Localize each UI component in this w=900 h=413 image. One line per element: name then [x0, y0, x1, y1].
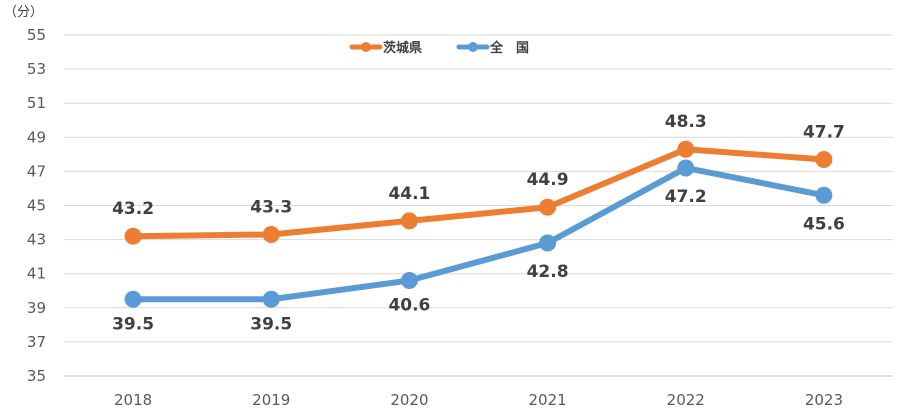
- x-tick-label: 2020: [390, 391, 428, 409]
- legend-swatch-marker: [468, 42, 478, 52]
- data-label: 43.2: [112, 199, 154, 219]
- x-tick-label: 2018: [114, 391, 152, 409]
- legend-swatch-marker: [361, 42, 371, 52]
- y-tick-label: 51: [27, 94, 46, 112]
- data-label: 47.7: [803, 122, 845, 142]
- data-point: [815, 150, 833, 168]
- y-tick-label: 47: [27, 162, 46, 180]
- gridlines: [64, 34, 893, 377]
- y-tick-label: 53: [27, 60, 46, 78]
- legend-label: 全 国: [489, 40, 529, 56]
- y-tick-label: 39: [27, 299, 46, 317]
- data-label: 42.8: [527, 262, 569, 282]
- data-point: [400, 272, 418, 290]
- series-line: [130, 164, 827, 303]
- data-label: 40.6: [388, 296, 430, 316]
- data-point: [815, 186, 833, 204]
- x-tick-label: 2021: [528, 391, 566, 409]
- data-point: [539, 234, 557, 252]
- x-tick-labels: 2018 2019 2020 2021 2022 2023: [114, 391, 843, 409]
- data-label: 44.1: [388, 184, 430, 204]
- y-tick-label: 49: [27, 128, 46, 146]
- x-tick-label: 2022: [667, 391, 705, 409]
- y-tick-label: 45: [27, 197, 46, 215]
- legend-label: 茨城県: [383, 40, 422, 56]
- x-tick-label: 2023: [805, 391, 843, 409]
- data-point: [539, 198, 557, 216]
- data-point: [124, 227, 142, 245]
- legend: 茨城県 全 国: [349, 40, 529, 56]
- data-label: 43.3: [250, 197, 292, 217]
- x-tick-label: 2019: [252, 391, 290, 409]
- data-point: [400, 212, 418, 230]
- data-label: 39.5: [112, 314, 154, 334]
- y-tick-labels: 35 37 39 41 43 45 47 49 51 53 55: [27, 26, 46, 385]
- data-point: [262, 225, 280, 243]
- y-tick-label: 55: [27, 26, 46, 44]
- data-label: 39.5: [250, 314, 292, 334]
- y-unit-label: （分）: [4, 5, 43, 20]
- y-tick-label: 35: [27, 367, 46, 385]
- data-point: [124, 290, 142, 308]
- data-labels: 43.2 43.3 44.1 44.9 48.3 47.7 39.5 39.5 40.6 42.8…: [112, 112, 845, 334]
- data-point: [262, 290, 280, 308]
- data-label: 48.3: [665, 112, 707, 132]
- data-label: 47.2: [665, 187, 707, 207]
- data-label: 44.9: [527, 170, 569, 190]
- y-tick-label: 37: [27, 333, 46, 351]
- data-point: [677, 159, 695, 177]
- data-point: [677, 140, 695, 158]
- series-group: [124, 140, 833, 308]
- y-tick-label: 43: [27, 231, 46, 249]
- y-tick-label: 41: [27, 265, 46, 283]
- series-line: [130, 146, 827, 240]
- data-label: 45.6: [803, 214, 845, 234]
